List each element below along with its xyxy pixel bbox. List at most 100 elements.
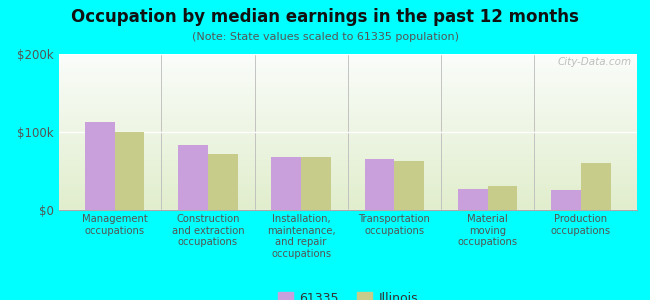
Bar <box>58 134 637 135</box>
Bar <box>58 55 637 56</box>
Bar <box>58 75 637 76</box>
Bar <box>114 132 144 210</box>
Bar <box>58 158 637 159</box>
Bar <box>58 82 637 83</box>
Bar <box>58 56 637 57</box>
Bar <box>58 117 637 118</box>
Bar <box>58 121 637 122</box>
Bar <box>58 203 637 204</box>
Bar <box>58 136 637 137</box>
Bar <box>58 150 637 151</box>
Bar <box>58 171 637 172</box>
Bar <box>58 191 637 192</box>
Bar <box>58 124 637 125</box>
Bar <box>58 126 637 127</box>
Bar <box>551 190 581 210</box>
Bar <box>58 91 637 92</box>
Bar <box>58 101 637 102</box>
Bar <box>58 125 637 126</box>
Bar <box>58 110 637 111</box>
Bar <box>365 159 395 210</box>
Bar <box>581 163 611 210</box>
Bar <box>84 122 114 210</box>
Bar <box>58 115 637 116</box>
Bar <box>208 154 238 210</box>
Bar <box>58 77 637 78</box>
Bar <box>58 141 637 142</box>
Bar <box>58 147 637 148</box>
Bar <box>58 142 637 143</box>
Bar <box>58 154 637 155</box>
Text: Occupation by median earnings in the past 12 months: Occupation by median earnings in the pas… <box>71 8 579 26</box>
Bar <box>58 170 637 171</box>
Bar <box>58 95 637 96</box>
Bar <box>58 179 637 180</box>
Bar <box>58 151 637 152</box>
Bar <box>58 74 637 75</box>
Bar <box>58 176 637 177</box>
Bar <box>58 195 637 196</box>
Bar <box>58 80 637 81</box>
Legend: 61335, Illinois: 61335, Illinois <box>272 287 423 300</box>
Bar <box>58 135 637 136</box>
Bar <box>58 59 637 60</box>
Bar <box>58 165 637 166</box>
Bar <box>58 97 637 98</box>
Bar <box>58 94 637 95</box>
Bar <box>58 119 637 120</box>
Bar <box>58 164 637 165</box>
Bar <box>58 194 637 195</box>
Bar <box>58 109 637 110</box>
Bar <box>58 148 637 149</box>
Bar <box>58 103 637 104</box>
Bar <box>58 131 637 132</box>
Bar <box>58 189 637 190</box>
Bar <box>58 66 637 67</box>
Bar <box>58 196 637 197</box>
Bar <box>58 127 637 128</box>
Bar <box>58 69 637 70</box>
Bar <box>58 106 637 107</box>
Bar <box>58 206 637 207</box>
Bar <box>58 99 637 100</box>
Bar <box>58 149 637 150</box>
Bar <box>58 54 637 55</box>
Bar <box>58 202 637 203</box>
Text: (Note: State values scaled to 61335 population): (Note: State values scaled to 61335 popu… <box>192 32 458 41</box>
Bar <box>58 178 637 179</box>
Bar <box>58 108 637 109</box>
Bar <box>58 72 637 73</box>
Bar <box>58 169 637 170</box>
Bar <box>58 104 637 105</box>
Bar <box>58 140 637 141</box>
Bar <box>58 192 637 193</box>
Bar <box>58 163 637 164</box>
Bar <box>58 60 637 61</box>
Bar <box>58 184 637 185</box>
Bar <box>58 92 637 93</box>
Bar <box>58 146 637 147</box>
Bar <box>58 181 637 182</box>
Bar <box>58 73 637 74</box>
Bar <box>58 188 637 189</box>
Bar <box>58 93 637 94</box>
Bar <box>58 157 637 158</box>
Bar <box>58 160 637 161</box>
Bar <box>58 174 637 175</box>
Bar <box>58 200 637 201</box>
Bar <box>58 153 637 154</box>
Bar <box>58 169 637 170</box>
Bar <box>58 167 637 168</box>
Bar <box>58 57 637 58</box>
Bar <box>58 175 637 176</box>
Bar <box>58 113 637 114</box>
Bar <box>58 162 637 163</box>
Bar <box>58 186 637 187</box>
Bar <box>58 199 637 200</box>
Bar <box>58 65 637 66</box>
Bar <box>58 58 637 59</box>
Bar <box>58 137 637 138</box>
Bar <box>58 67 637 68</box>
Bar <box>58 79 637 80</box>
Bar <box>58 145 637 146</box>
